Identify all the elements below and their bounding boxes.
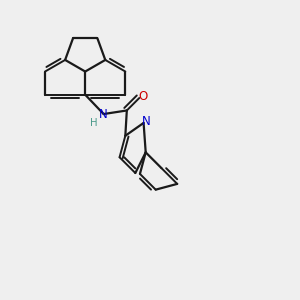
Text: O: O <box>138 90 148 103</box>
Text: N: N <box>142 115 150 128</box>
Text: N: N <box>99 107 108 121</box>
Text: H: H <box>90 118 98 128</box>
